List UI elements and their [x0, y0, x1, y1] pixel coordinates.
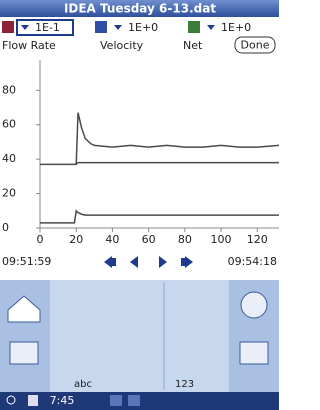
- x-tick-label: 80: [178, 233, 192, 246]
- done-label[interactable]: Done: [241, 39, 270, 52]
- scale-selectors: 1E-1 1E+0 1E+0: [2, 20, 251, 35]
- find-icon[interactable]: [240, 342, 268, 364]
- y-tick-label: 0: [2, 221, 9, 234]
- first-button[interactable]: [104, 256, 116, 268]
- series-swatch: [95, 21, 107, 33]
- dropdown-arrow[interactable]: [21, 25, 29, 30]
- menu-status-icon[interactable]: [28, 395, 38, 406]
- y-tick-label: 40: [2, 152, 16, 165]
- plot: 0 20 40 60 80 0 20 40 60 80 100 120: [2, 60, 279, 246]
- clock: 7:45: [50, 394, 75, 407]
- prev-button[interactable]: [130, 256, 138, 268]
- x-tick-label: 20: [69, 233, 83, 246]
- series-name: Net: [183, 39, 203, 52]
- x-tick-label: 100: [211, 233, 232, 246]
- calc-icon[interactable]: [241, 292, 267, 318]
- time-end: 09:54:18: [228, 255, 277, 268]
- graffiti-letters: abc: [74, 379, 92, 390]
- scale-label[interactable]: 1E+0: [128, 21, 158, 34]
- x-tick-label: 0: [37, 233, 44, 246]
- app-title: IDEA Tuesday 6-13.dat: [64, 2, 216, 16]
- time-start: 09:51:59: [2, 255, 51, 268]
- battery-icon: [110, 395, 122, 406]
- x-tick-label: 40: [105, 233, 119, 246]
- page: IDEA Tuesday 6-13.dat 1E-1 1E+0 1E+0 Flow …: [0, 0, 279, 410]
- next-button[interactable]: [159, 256, 167, 268]
- bluetooth-icon[interactable]: [128, 395, 140, 406]
- series-swatch: [2, 21, 14, 33]
- series-line: [40, 211, 279, 223]
- series-swatch: [188, 21, 200, 33]
- series-name: Velocity: [100, 39, 144, 52]
- graffiti-numbers: 123: [175, 379, 194, 390]
- dropdown-arrow[interactable]: [114, 25, 122, 30]
- scale-label[interactable]: 1E+0: [221, 21, 251, 34]
- y-tick-label: 60: [2, 118, 16, 131]
- nav-arrows: [104, 256, 193, 268]
- x-tick-label: 120: [247, 233, 268, 246]
- series-line: [76, 113, 279, 165]
- screen: IDEA Tuesday 6-13.dat 1E-1 1E+0 1E+0 Flow …: [0, 0, 279, 410]
- last-button[interactable]: [181, 256, 193, 268]
- menu-icon[interactable]: [10, 342, 38, 364]
- scale-label[interactable]: 1E-1: [35, 21, 60, 34]
- y-tick-label: 20: [2, 187, 16, 200]
- x-tick-label: 60: [142, 233, 156, 246]
- series-name: Flow Rate: [2, 39, 56, 52]
- series-names: Flow Rate Velocity Net: [2, 39, 203, 52]
- y-tick-label: 80: [2, 83, 16, 96]
- dropdown-arrow[interactable]: [207, 25, 215, 30]
